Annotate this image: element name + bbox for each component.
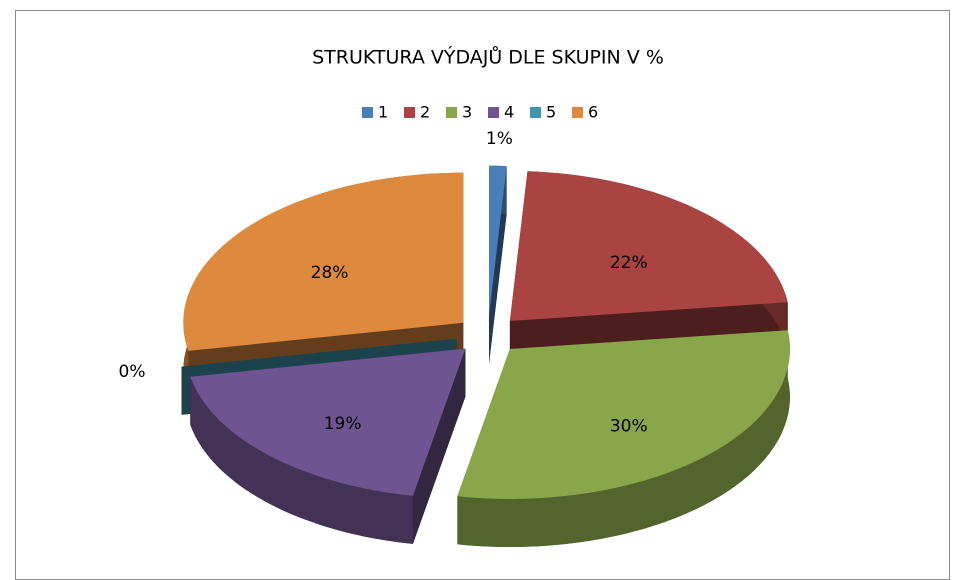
data-label: 28% bbox=[311, 263, 349, 283]
data-label: 19% bbox=[324, 414, 362, 434]
legend-swatch bbox=[572, 107, 583, 118]
legend-swatch bbox=[362, 107, 373, 118]
slice bbox=[457, 330, 790, 547]
legend-label: 6 bbox=[588, 103, 598, 122]
slice bbox=[190, 348, 466, 544]
data-label: 22% bbox=[610, 253, 648, 273]
slice-top bbox=[183, 172, 464, 351]
slice-top bbox=[457, 330, 790, 499]
data-label: 1% bbox=[486, 129, 513, 149]
legend-swatch bbox=[530, 107, 541, 118]
slice-top bbox=[489, 165, 507, 316]
chart-title: STRUKTURA VÝDAJŮ DLE SKUPIN V % bbox=[312, 45, 664, 69]
slice-side bbox=[457, 330, 790, 547]
legend-label: 4 bbox=[504, 103, 514, 122]
slice-side bbox=[489, 166, 507, 364]
legend-label: 3 bbox=[462, 103, 472, 122]
legend-label: 5 bbox=[546, 103, 556, 122]
legend-swatch bbox=[446, 107, 457, 118]
legend: 1 2 3 4 5 6 bbox=[362, 103, 598, 122]
pie: 1% 22% 30% 19% 0% 28% bbox=[119, 129, 790, 547]
data-label: 0% bbox=[119, 362, 146, 382]
legend-swatch bbox=[404, 107, 415, 118]
slice bbox=[489, 165, 507, 364]
legend-label: 2 bbox=[420, 103, 430, 122]
slice-top bbox=[190, 348, 466, 496]
legend-label: 1 bbox=[378, 103, 388, 122]
data-label: 30% bbox=[610, 416, 648, 436]
slice-top bbox=[509, 171, 788, 321]
slice-side bbox=[190, 376, 413, 544]
legend-swatch bbox=[488, 107, 499, 118]
